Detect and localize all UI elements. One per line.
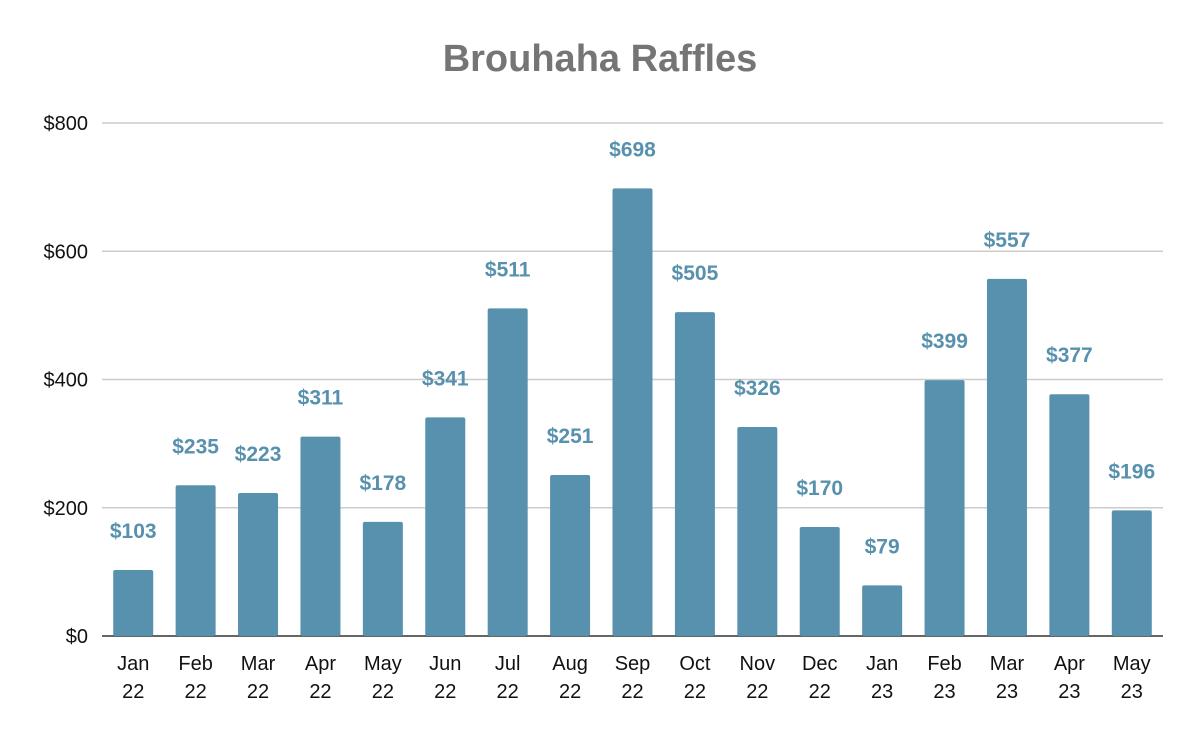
bar	[1049, 394, 1090, 636]
bar	[612, 188, 653, 636]
y-tick-label: $400	[44, 370, 89, 392]
bar	[1111, 510, 1152, 636]
data-labels: $103 $235 $223 $311 $178 $341 $511 $251 $698 $505…	[110, 138, 1155, 558]
x-tick-label-year: 22	[559, 681, 581, 703]
x-tick-label-month: Nov	[740, 653, 776, 675]
x-tick-label-month: Sep	[615, 653, 651, 675]
data-label: $698	[609, 138, 656, 161]
x-tick-label-year: 22	[809, 681, 831, 703]
x-tick-label-year: 22	[746, 681, 768, 703]
data-label: $377	[1046, 344, 1093, 367]
data-label: $251	[547, 425, 594, 448]
x-axis-ticks: Jan 22 Feb 22 Mar 22 Apr 22 May 22 Jun 22 Jul 22 Aug 22…	[117, 653, 1151, 703]
x-tick-label-year: 23	[933, 681, 955, 703]
x-tick-label-month: May	[364, 653, 402, 675]
data-label: $505	[672, 262, 719, 285]
x-tick-label-month: Apr	[305, 653, 336, 675]
y-tick-label: $800	[44, 113, 89, 135]
x-tick-label-month: Mar	[241, 653, 276, 675]
data-label: $170	[796, 477, 843, 500]
x-tick-label-year: 22	[434, 681, 456, 703]
y-tick-label: $0	[66, 626, 88, 648]
x-tick-label-year: 23	[996, 681, 1018, 703]
x-tick-label-year: 22	[122, 681, 144, 703]
bar	[238, 493, 279, 636]
x-tick-label-year: 22	[621, 681, 643, 703]
bar	[986, 278, 1027, 636]
y-tick-label: $600	[44, 241, 89, 263]
data-label: $311	[298, 387, 344, 410]
data-label: $511	[485, 258, 531, 281]
data-label: $223	[235, 443, 282, 466]
x-tick-label-year: 22	[372, 681, 394, 703]
x-tick-label-month: Feb	[927, 653, 961, 675]
x-tick-label-month: Jan	[866, 653, 898, 675]
data-label: $399	[921, 330, 968, 353]
bar	[487, 308, 528, 636]
bar	[737, 426, 778, 636]
x-tick-label-year: 22	[684, 681, 706, 703]
x-tick-label-month: Mar	[990, 653, 1025, 675]
x-tick-label-month: Apr	[1054, 653, 1085, 675]
x-tick-label-year: 23	[871, 681, 893, 703]
bar	[362, 521, 403, 636]
x-tick-label-month: May	[1113, 653, 1151, 675]
bar	[175, 485, 216, 636]
x-tick-label-month: Aug	[552, 653, 588, 675]
data-label: $79	[865, 535, 900, 558]
y-axis-ticks: $0 $200 $400 $600 $800	[44, 113, 89, 648]
x-tick-label-month: Jul	[495, 653, 521, 675]
x-tick-label-month: Jan	[117, 653, 149, 675]
bar	[862, 585, 903, 636]
x-tick-label-year: 22	[247, 681, 269, 703]
x-tick-label-year: 22	[497, 681, 519, 703]
bar	[674, 312, 715, 636]
bar	[799, 526, 840, 636]
bar	[113, 569, 154, 636]
data-label: $178	[359, 472, 406, 495]
bar	[300, 436, 341, 636]
x-tick-label-year: 23	[1058, 681, 1080, 703]
bars	[113, 188, 1152, 636]
data-label: $235	[172, 435, 219, 458]
x-tick-label-month: Dec	[802, 653, 838, 675]
chart-title: Brouhaha Raffles	[442, 38, 758, 80]
data-label: $557	[984, 229, 1031, 252]
x-tick-label-year: 22	[309, 681, 331, 703]
data-label: $326	[734, 377, 781, 400]
data-label: $341	[422, 367, 469, 390]
x-tick-label-month: Feb	[178, 653, 212, 675]
x-tick-label-month: Oct	[679, 653, 711, 675]
x-tick-label-year: 23	[1121, 681, 1143, 703]
bar	[550, 475, 591, 636]
x-tick-label-year: 22	[184, 681, 206, 703]
x-tick-label-month: Jun	[429, 653, 461, 675]
bar	[924, 380, 965, 636]
data-label: $103	[110, 520, 157, 543]
bar	[425, 417, 466, 636]
y-tick-label: $200	[44, 498, 89, 520]
data-label: $196	[1108, 460, 1155, 483]
